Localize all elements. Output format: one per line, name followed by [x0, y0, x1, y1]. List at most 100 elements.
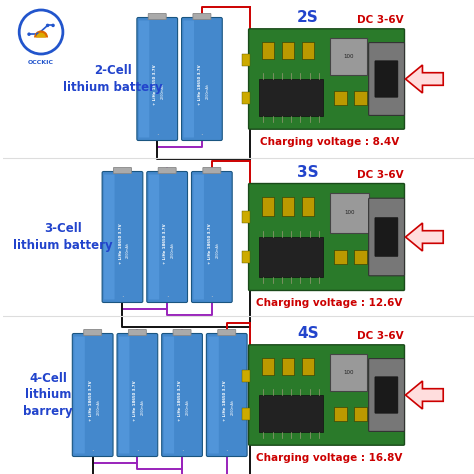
- Circle shape: [46, 24, 49, 27]
- FancyBboxPatch shape: [248, 345, 404, 445]
- Circle shape: [51, 24, 55, 27]
- Bar: [242, 251, 250, 263]
- FancyBboxPatch shape: [147, 172, 188, 302]
- Bar: [259, 237, 323, 277]
- Text: ·: ·: [181, 447, 183, 456]
- Text: DC 3-6V: DC 3-6V: [357, 331, 404, 341]
- Text: DC 3-6V: DC 3-6V: [357, 170, 404, 180]
- Text: OCCKIC: OCCKIC: [28, 60, 54, 64]
- Text: 100: 100: [343, 54, 354, 59]
- Bar: [329, 193, 369, 233]
- Bar: [329, 354, 367, 391]
- FancyBboxPatch shape: [369, 198, 404, 276]
- FancyBboxPatch shape: [149, 174, 159, 300]
- Text: 2200mAh: 2200mAh: [171, 242, 175, 258]
- Text: ·: ·: [226, 447, 228, 456]
- Text: 3S: 3S: [297, 165, 319, 180]
- Text: ·: ·: [136, 447, 139, 456]
- Bar: [334, 91, 346, 105]
- FancyBboxPatch shape: [73, 334, 113, 456]
- FancyBboxPatch shape: [139, 20, 149, 137]
- Text: + LiHe 18650 3.7V: + LiHe 18650 3.7V: [178, 381, 182, 421]
- Bar: [259, 395, 323, 432]
- Text: 2200mAh: 2200mAh: [126, 242, 130, 258]
- Bar: [354, 250, 366, 264]
- Bar: [334, 407, 346, 420]
- Bar: [354, 91, 366, 105]
- FancyBboxPatch shape: [137, 18, 178, 140]
- FancyBboxPatch shape: [209, 337, 219, 454]
- FancyBboxPatch shape: [193, 13, 211, 19]
- FancyBboxPatch shape: [158, 167, 176, 173]
- Text: ·: ·: [91, 447, 94, 456]
- Text: 2200mAh: 2200mAh: [161, 83, 165, 99]
- Text: 100: 100: [343, 370, 354, 375]
- Polygon shape: [405, 381, 443, 409]
- Text: ·: ·: [210, 293, 213, 302]
- FancyBboxPatch shape: [375, 61, 398, 97]
- Text: DC 3-6V: DC 3-6V: [357, 15, 404, 25]
- Text: ·: ·: [121, 293, 124, 302]
- Bar: [262, 42, 274, 59]
- FancyBboxPatch shape: [375, 218, 398, 256]
- Bar: [302, 357, 314, 375]
- Text: 2S: 2S: [297, 10, 319, 25]
- Text: + LiHe 18650 3.7V: + LiHe 18650 3.7V: [163, 223, 167, 264]
- Text: 2200mAh: 2200mAh: [186, 399, 190, 415]
- Bar: [302, 197, 314, 216]
- Text: Charging voltage : 8.4V: Charging voltage : 8.4V: [260, 137, 399, 147]
- Text: 2-Cell
lithium battery: 2-Cell lithium battery: [63, 64, 163, 94]
- FancyBboxPatch shape: [119, 337, 129, 454]
- Bar: [329, 37, 367, 75]
- Text: 2200mAh: 2200mAh: [96, 399, 100, 415]
- FancyBboxPatch shape: [375, 377, 398, 413]
- Bar: [282, 42, 294, 59]
- Bar: [262, 197, 274, 216]
- FancyBboxPatch shape: [162, 334, 202, 456]
- FancyBboxPatch shape: [128, 329, 146, 336]
- FancyBboxPatch shape: [369, 358, 404, 431]
- Circle shape: [27, 32, 31, 36]
- Bar: [354, 407, 366, 420]
- Text: + LiHe 18650 3.7V: + LiHe 18650 3.7V: [118, 223, 123, 264]
- Bar: [242, 92, 250, 104]
- FancyBboxPatch shape: [183, 20, 194, 137]
- Bar: [259, 79, 323, 117]
- Bar: [282, 357, 294, 375]
- Text: ·: ·: [201, 131, 203, 140]
- Text: 3-Cell
lithium battery: 3-Cell lithium battery: [13, 222, 113, 252]
- FancyBboxPatch shape: [369, 43, 404, 116]
- FancyBboxPatch shape: [74, 337, 85, 454]
- Text: + LiHe 18650 3.7V: + LiHe 18650 3.7V: [134, 381, 137, 421]
- Text: Charging voltage : 12.6V: Charging voltage : 12.6V: [256, 299, 403, 309]
- Text: 100: 100: [344, 210, 355, 215]
- Bar: [262, 357, 274, 375]
- Text: Charging voltage : 16.8V: Charging voltage : 16.8V: [256, 453, 403, 463]
- Text: + LiHe 18650 3.7V: + LiHe 18650 3.7V: [198, 64, 202, 105]
- Bar: [282, 197, 294, 216]
- Bar: [242, 211, 250, 223]
- FancyBboxPatch shape: [193, 174, 204, 300]
- Bar: [334, 250, 346, 264]
- Text: 2200mAh: 2200mAh: [230, 399, 235, 415]
- Bar: [242, 370, 250, 382]
- FancyBboxPatch shape: [104, 174, 115, 300]
- Text: 2200mAh: 2200mAh: [216, 242, 219, 258]
- Circle shape: [19, 10, 63, 54]
- FancyBboxPatch shape: [218, 329, 236, 336]
- Text: + LiHe 18650 3.7V: + LiHe 18650 3.7V: [154, 64, 157, 105]
- FancyBboxPatch shape: [173, 329, 191, 336]
- Text: 4S: 4S: [297, 326, 319, 341]
- FancyBboxPatch shape: [113, 167, 131, 173]
- FancyBboxPatch shape: [182, 18, 222, 140]
- Text: 2200mAh: 2200mAh: [206, 83, 210, 99]
- Polygon shape: [405, 223, 443, 251]
- Bar: [242, 408, 250, 419]
- Text: + LiHe 18650 3.7V: + LiHe 18650 3.7V: [89, 381, 93, 421]
- Bar: [302, 42, 314, 59]
- FancyBboxPatch shape: [164, 337, 174, 454]
- FancyBboxPatch shape: [203, 167, 221, 173]
- FancyBboxPatch shape: [191, 172, 232, 302]
- FancyBboxPatch shape: [84, 329, 101, 336]
- Wedge shape: [34, 30, 48, 37]
